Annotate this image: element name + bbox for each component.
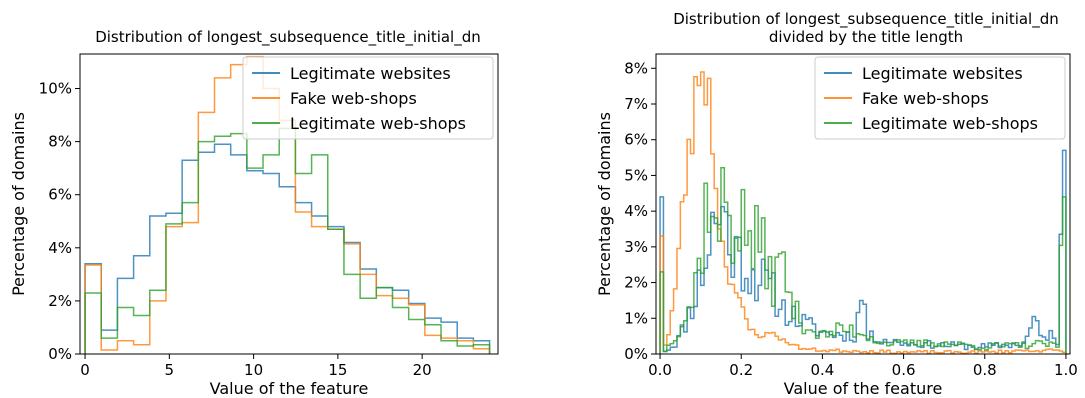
left-chart-x-tick-label: 20: [413, 361, 432, 379]
right-chart-y-ticks: 0% 1% 2% 3% 4% 5% 6% 7% 8%: [624, 59, 656, 363]
left-chart-x-ticks: 0 5 10 15 20: [80, 354, 432, 379]
right-chart-y-tick-label: 3%: [624, 238, 648, 256]
right-chart-series-3: [659, 166, 1067, 354]
right-chart-y-tick-label: 1%: [624, 309, 648, 327]
right-chart-plot-frame: [655, 53, 1071, 355]
right-chart-subtitle: divided by the title length: [769, 28, 963, 46]
right-chart-x-tick-label: 0.0: [648, 361, 672, 379]
right-chart-series-group: [659, 71, 1067, 355]
right-chart-x-tick-label: 0.2: [729, 361, 753, 379]
right-chart-y-tick-label: 7%: [624, 95, 648, 113]
right-chart-y-tick-label: 4%: [624, 202, 648, 220]
left-chart-title: Distribution of longest_subsequence_titl…: [95, 28, 481, 47]
right-chart: Distribution of longest_subsequence_titl…: [595, 10, 1078, 398]
left-chart-y-tick-label: 0%: [48, 345, 72, 363]
right-chart-y-axis-label: Percentage of domains: [595, 112, 614, 296]
right-chart-x-axis-label: Value of the feature: [784, 379, 943, 398]
right-chart-title: Distribution of longest_subsequence_titl…: [673, 10, 1059, 29]
left-chart-x-tick-label: 10: [244, 361, 263, 379]
right-chart-x-tick-label: 0.6: [892, 361, 916, 379]
left-chart-plot-frame: [79, 53, 499, 355]
right-chart-x-tick-label: 1.0: [1054, 361, 1078, 379]
left-chart-legend: Legitimate websites Fake web-shops Legitim…: [242, 56, 494, 140]
right-chart-y-tick-label: 0%: [624, 345, 648, 363]
right-chart-x-tick-label: 0.4: [810, 361, 834, 379]
left-chart-y-tick-label: 4%: [48, 239, 72, 257]
right-chart-y-tick-label: 5%: [624, 166, 648, 184]
right-chart-legend-label-3: Legitimate web-shops: [862, 114, 1038, 133]
left-chart: Distribution of longest_subsequence_titl…: [9, 28, 499, 398]
right-chart-x-ticks: 0.0 0.2 0.4 0.6 0.8 1.0: [648, 354, 1078, 379]
left-chart-y-tick-label: 10%: [39, 80, 72, 98]
left-chart-y-ticks: 0% 2% 4% 6% 8% 10%: [39, 80, 80, 363]
left-chart-x-tick-label: 0: [80, 361, 90, 379]
right-chart-legend: Legitimate websites Fake web-shops Legitim…: [814, 56, 1066, 140]
left-chart-legend-label-2: Fake web-shops: [290, 89, 417, 108]
right-chart-series-2: [659, 71, 1067, 355]
right-chart-legend-label-1: Legitimate websites: [862, 64, 1023, 83]
left-chart-x-tick-label: 5: [165, 361, 175, 379]
left-chart-y-tick-label: 2%: [48, 292, 72, 310]
left-chart-legend-label-3: Legitimate web-shops: [290, 114, 466, 133]
right-chart-x-tick-label: 0.8: [973, 361, 997, 379]
right-chart-y-tick-label: 2%: [624, 274, 648, 292]
left-chart-y-tick-label: 8%: [48, 133, 72, 151]
right-chart-y-tick-label: 8%: [624, 59, 648, 77]
left-chart-x-axis-label: Value of the feature: [210, 379, 369, 398]
left-chart-y-tick-label: 6%: [48, 186, 72, 204]
right-chart-legend-box: [814, 56, 1066, 140]
left-chart-x-tick-label: 15: [328, 361, 347, 379]
left-chart-legend-box: [242, 56, 494, 140]
left-chart-legend-label-1: Legitimate websites: [290, 64, 451, 83]
right-chart-y-tick-label: 6%: [624, 131, 648, 149]
left-chart-y-axis-label: Percentage of domains: [9, 112, 28, 296]
right-chart-legend-label-2: Fake web-shops: [862, 89, 989, 108]
